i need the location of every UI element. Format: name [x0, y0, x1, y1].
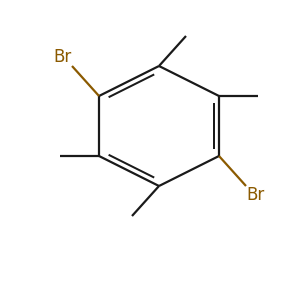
Text: Br: Br [54, 48, 72, 66]
Text: Br: Br [246, 186, 264, 204]
